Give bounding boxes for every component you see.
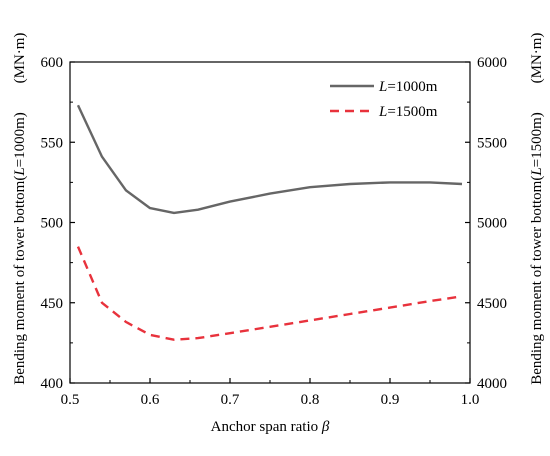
x-tick-label: 0.9 [381, 392, 400, 408]
right-y-tick-label: 5500 [477, 135, 507, 151]
x-tick-label: 0.5 [61, 392, 80, 408]
right-y-tick-label: 5000 [477, 216, 507, 232]
x-axis-title-symbol: β [321, 419, 330, 435]
left-y-tick-label: 500 [41, 216, 64, 232]
left-y-axis: 400 450 500 550 600 [41, 55, 75, 392]
right-y-tick-label: 6000 [477, 55, 507, 71]
right-y-axis-title-group: Bending moment of tower bottom(L=1500m) … [529, 33, 545, 385]
legend: L=1000m L=1500m [330, 79, 438, 120]
series-layer [76, 104, 463, 341]
series-line-2 [76, 246, 463, 341]
x-axis-title: Anchor span ratio β [211, 419, 330, 435]
right-y-tick-label: 4000 [477, 376, 507, 392]
series-line-1 [76, 104, 463, 215]
left-y-axis-title: Bending moment of tower bottom(L=1000m) [12, 112, 28, 385]
x-axis: 0.5 0.6 0.7 0.8 0.9 1.0 [61, 378, 480, 408]
right-y-tick-label: 4500 [477, 296, 507, 312]
x-tick-label: 0.7 [221, 392, 240, 408]
x-tick-label: 0.8 [301, 392, 320, 408]
left-y-axis-unit: (MN·m) [12, 33, 28, 84]
legend-label-2: L=1500m [378, 104, 438, 120]
right-y-axis: 4000 4500 5000 5500 6000 [465, 55, 507, 392]
right-y-axis-title: Bending moment of tower bottom(L=1500m) [529, 112, 545, 385]
left-y-tick-label: 600 [41, 55, 64, 71]
x-tick-label: 0.6 [141, 392, 160, 408]
x-axis-title-text: Anchor span ratio [211, 419, 322, 435]
legend-label-1: L=1000m [378, 79, 438, 95]
left-y-axis-title-group: Bending moment of tower bottom(L=1000m) … [12, 33, 28, 385]
right-y-axis-unit: (MN·m) [529, 33, 545, 84]
x-tick-label: 1.0 [461, 392, 480, 408]
left-y-tick-label: 550 [41, 135, 64, 151]
left-y-tick-label: 450 [41, 296, 64, 312]
left-y-tick-label: 400 [41, 376, 64, 392]
